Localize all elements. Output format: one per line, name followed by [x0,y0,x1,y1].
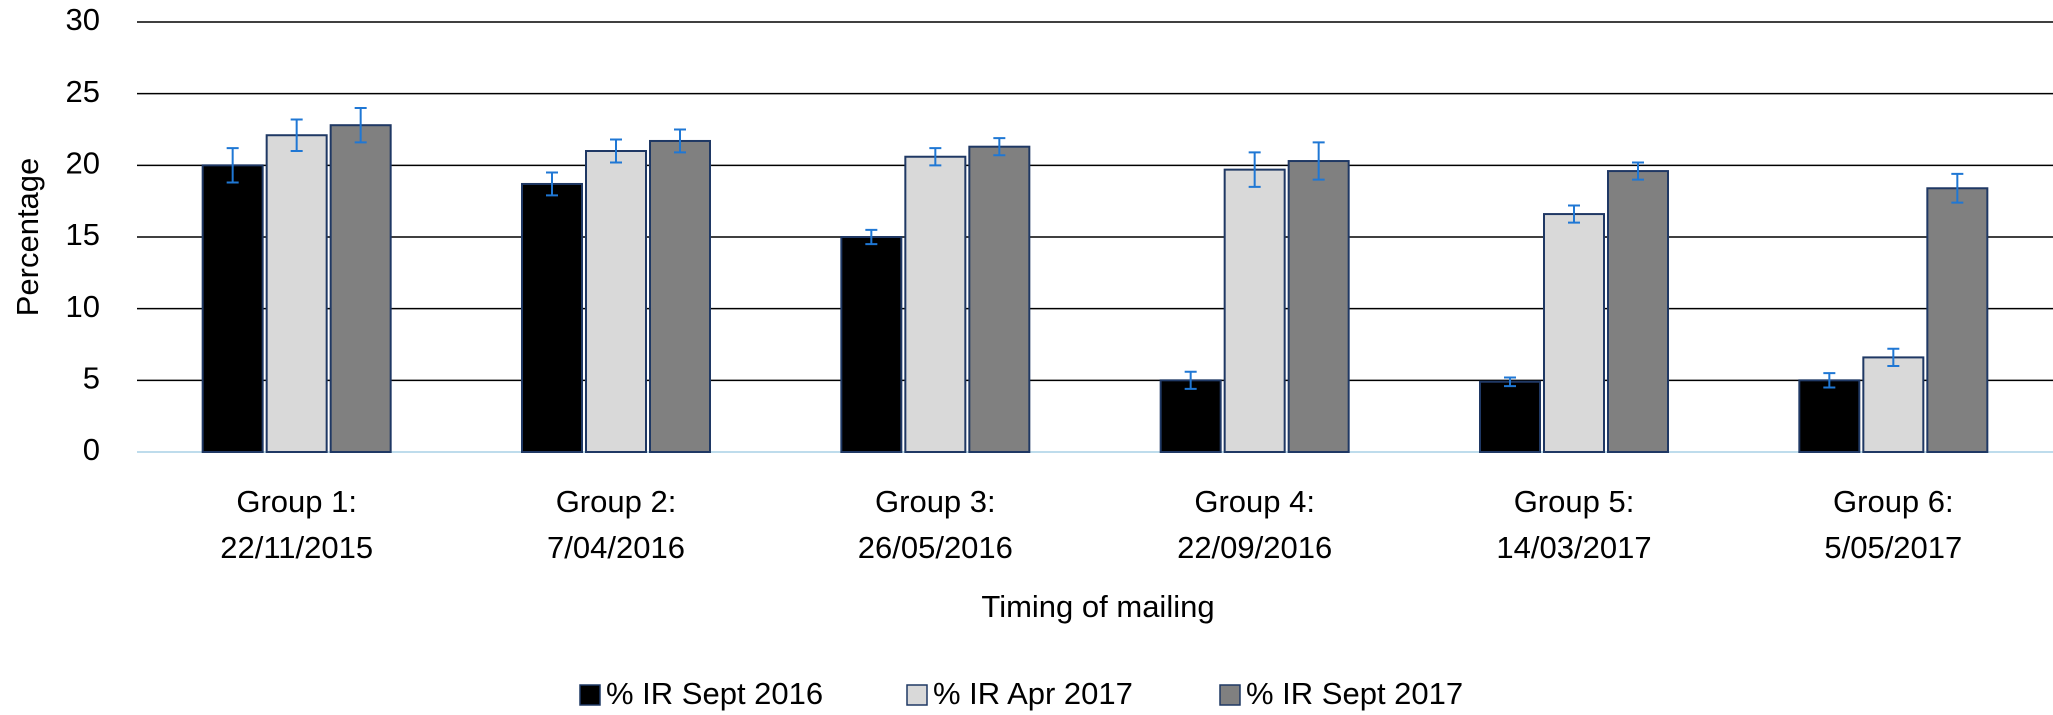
error-bar [993,137,1006,157]
error-bar [226,147,239,184]
error-bar [546,171,558,197]
error-bar [865,228,878,246]
bar [840,236,903,453]
error-bar [1248,151,1261,188]
x-tick-label: Group 2: [556,484,677,519]
bar [649,139,711,453]
x-tick-label: Group 3: [875,484,996,519]
error-bar [354,107,367,144]
error-bar [1568,204,1580,224]
x-tick-label: 7/04/2016 [547,530,685,565]
error-bar [1312,141,1325,181]
y-axis-title: Percentage [10,158,45,317]
x-tick-label: Group 6: [1833,484,1954,519]
error-bar [1823,372,1836,389]
legend-swatch [906,684,928,706]
bar [1926,187,1989,453]
bar [265,134,328,453]
legend-label: % IR Sept 2017 [1246,676,1463,711]
error-bar [610,138,622,164]
bar [904,155,967,453]
legend-label: % IR Apr 2017 [933,676,1133,711]
error-bar [1887,347,1900,367]
bar [521,182,583,453]
bar [1159,379,1222,454]
error-bar [1504,376,1516,388]
x-tick-label: 26/05/2016 [858,530,1013,565]
x-tick-label: 22/11/2015 [220,530,373,565]
x-tick-label: 5/05/2017 [1824,530,1962,565]
bar [1798,379,1861,454]
error-bar [1184,370,1197,390]
x-tick-label: Group 5: [1514,484,1635,519]
bar [1862,356,1925,453]
legend-swatch [1219,684,1241,706]
legend-label: % IR Sept 2016 [606,676,823,711]
bar [968,145,1031,453]
bar [1287,160,1350,454]
x-axis-title: Timing of mailing [981,589,1214,624]
x-tick-label: 14/03/2017 [1496,530,1651,565]
bar [201,164,264,453]
y-tick-label: 25 [66,74,100,109]
error-bar [1632,161,1644,181]
error-bar [674,128,686,154]
y-tick-label: 0 [83,432,100,467]
bar [1479,380,1541,453]
bar [1543,213,1605,453]
legend-swatch [579,684,601,706]
x-tick-label: 22/09/2016 [1177,530,1332,565]
bar [1607,170,1669,453]
y-tick-label: 10 [66,289,100,324]
y-tick-label: 5 [83,361,100,396]
x-tick-label: Group 4: [1194,484,1315,519]
bar [329,124,392,453]
error-bar [290,118,303,152]
bar [585,150,647,453]
y-tick-label: 20 [66,146,100,181]
x-tick-label: Group 1: [236,484,357,519]
error-bar [1951,172,1964,204]
error-bar [929,147,942,167]
y-tick-label: 15 [66,217,100,252]
y-tick-label: 30 [66,2,100,37]
bar [1223,168,1286,453]
